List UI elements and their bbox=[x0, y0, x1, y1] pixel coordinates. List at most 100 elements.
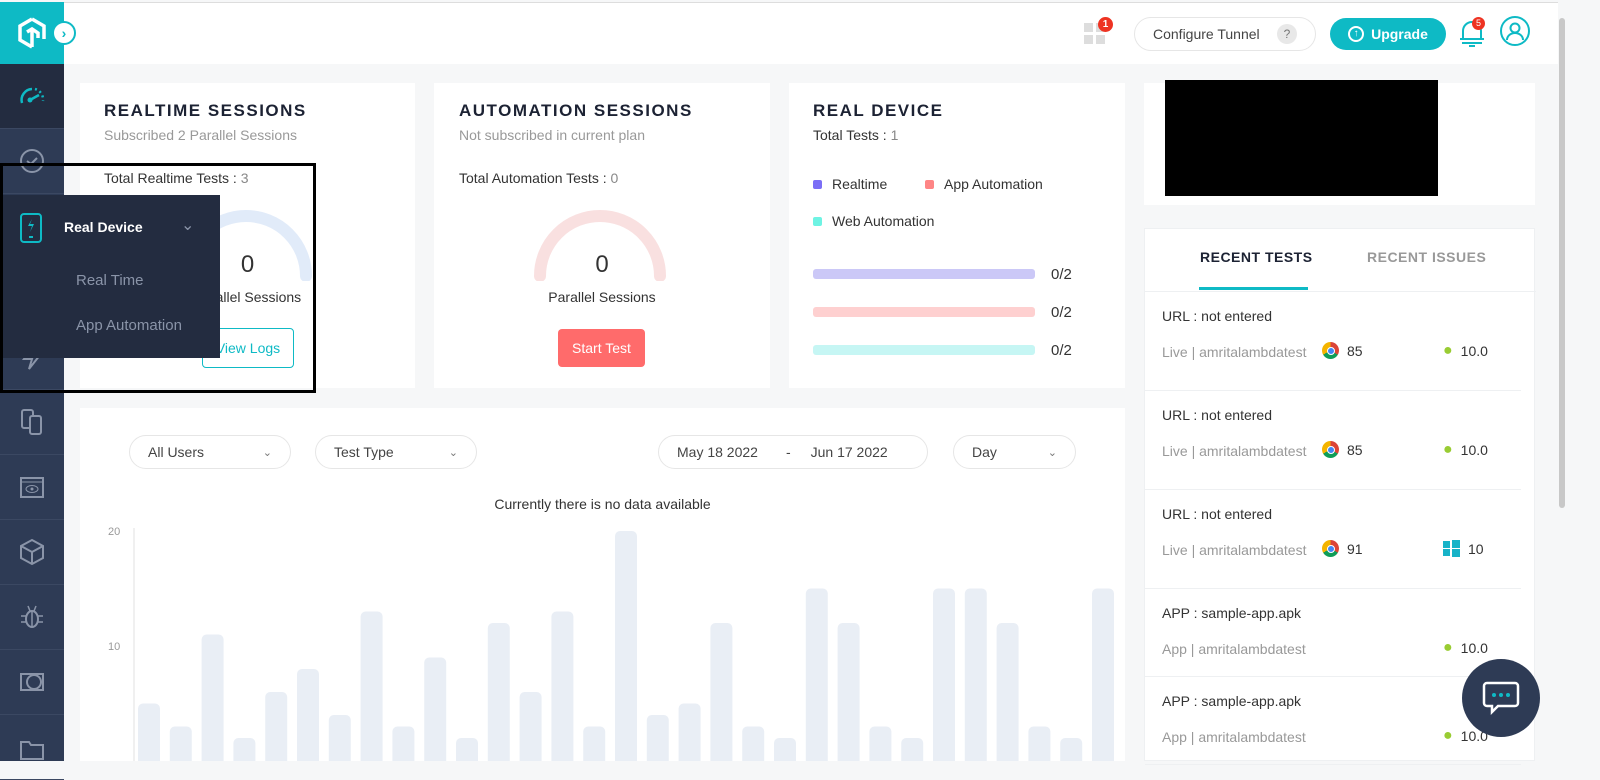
recent-test-item[interactable]: URL : not entered Live | amritalambdates… bbox=[1145, 490, 1521, 589]
chart-bar bbox=[392, 726, 415, 761]
sidebar-item-visual[interactable] bbox=[0, 455, 64, 520]
chart-bar bbox=[774, 738, 796, 761]
recent-test-item[interactable]: APP : sample-app.apk App | amritalambdat… bbox=[1145, 589, 1521, 677]
legend-label: Web Automation bbox=[832, 213, 935, 229]
user-avatar-icon[interactable] bbox=[1500, 16, 1530, 46]
date-from: May 18 2022 bbox=[677, 444, 758, 460]
real-device-flyout-menu: Real Device ⌄ Real Time App Automation bbox=[0, 195, 220, 358]
sidebar-item-devices[interactable] bbox=[0, 390, 64, 455]
legend-swatch bbox=[813, 217, 822, 226]
browser-version: 85 bbox=[1347, 342, 1363, 359]
phone-lightning-icon bbox=[20, 213, 42, 243]
tab-recent-tests[interactable]: RECENT TESTS bbox=[1200, 249, 1313, 265]
chart-bar bbox=[424, 657, 447, 761]
recent-test-item[interactable]: URL : not entered Live | amritalambdates… bbox=[1145, 391, 1521, 490]
sidebar-item-toggle[interactable] bbox=[0, 650, 64, 715]
recent-test-item[interactable]: APP : sample-app.apk App | amritalambdat… bbox=[1145, 677, 1521, 765]
chart-card: All Users ⌄ Test Type ⌄ May 18 2022 - Jun 17… bbox=[80, 408, 1125, 761]
os-version: 10.0 bbox=[1460, 442, 1488, 458]
chart-bar bbox=[1028, 726, 1051, 761]
chevron-down-icon: ⌄ bbox=[262, 446, 272, 459]
browser-version: 91 bbox=[1347, 540, 1363, 557]
gauge-label: Parallel Sessions bbox=[193, 289, 302, 305]
chart-bar bbox=[265, 692, 288, 761]
configure-tunnel-button[interactable]: Configure Tunnel ? bbox=[1134, 17, 1316, 51]
chart-bar bbox=[996, 623, 1019, 761]
bar-chart: 20 10 bbox=[108, 526, 1114, 761]
date-separator: - bbox=[785, 444, 791, 460]
sidebar-item-files[interactable] bbox=[0, 715, 64, 780]
test-type-dropdown[interactable]: Test Type ⌄ bbox=[315, 435, 477, 469]
gauge-value: 0 bbox=[595, 251, 609, 278]
automation-sessions-card: AUTOMATION SESSIONS Not subscribed in cu… bbox=[434, 83, 770, 388]
total-label: Total Tests : bbox=[813, 127, 887, 143]
android-icon: ● bbox=[1443, 441, 1453, 458]
chart-bar bbox=[805, 588, 828, 761]
upgrade-button[interactable]: ↑ Upgrade bbox=[1330, 18, 1446, 50]
sidebar bbox=[0, 64, 64, 780]
folder-icon bbox=[20, 741, 44, 760]
granularity-dropdown[interactable]: Day ⌄ bbox=[953, 435, 1076, 469]
web-automation-usage-bar bbox=[813, 345, 1035, 355]
notification-bell-icon[interactable]: 5 bbox=[1458, 17, 1486, 49]
lambdatest-logo[interactable] bbox=[0, 2, 64, 64]
tab-recent-issues[interactable]: RECENT ISSUES bbox=[1367, 249, 1487, 265]
test-title: URL : not entered bbox=[1162, 407, 1272, 423]
legend-app-automation: App Automation bbox=[925, 176, 1043, 192]
start-test-button[interactable]: Start Test bbox=[558, 329, 645, 367]
card-title: REALTIME SESSIONS bbox=[104, 101, 307, 120]
users-value: All Users bbox=[148, 444, 205, 460]
total-value: 1 bbox=[890, 127, 899, 143]
devices-icon bbox=[21, 409, 42, 435]
sidebar-item-integrations[interactable] bbox=[0, 520, 64, 585]
chevron-down-icon: ⌄ bbox=[448, 446, 458, 459]
chart-bar bbox=[519, 692, 542, 761]
total-label: Total Realtime Tests : bbox=[104, 170, 237, 186]
flyout-header-real-device[interactable]: Real Device ⌄ bbox=[0, 195, 220, 260]
test-meta: Live | amritalambdatest bbox=[1162, 443, 1307, 459]
expand-sidebar-button[interactable]: › bbox=[52, 21, 76, 45]
windows-icon bbox=[1443, 540, 1460, 557]
realtime-usage-value: 0/2 bbox=[1051, 266, 1072, 283]
os-version: 10.0 bbox=[1460, 640, 1488, 656]
date-range-picker[interactable]: May 18 2022 - Jun 17 2022 bbox=[658, 435, 928, 469]
active-tab-indicator bbox=[1199, 287, 1308, 290]
real-device-card: REAL DEVICE Total Tests : 1 Realtime App… bbox=[789, 83, 1125, 388]
test-title: APP : sample-app.apk bbox=[1162, 605, 1302, 621]
flyout-title: Real Device bbox=[64, 219, 143, 235]
recent-test-item[interactable]: URL : not entered Live | amritalambdates… bbox=[1145, 292, 1521, 391]
toggle-icon bbox=[20, 673, 44, 691]
chart-bar bbox=[1092, 588, 1114, 761]
notification-badge: 5 bbox=[1472, 17, 1485, 30]
web-automation-usage-value: 0/2 bbox=[1051, 342, 1072, 359]
sidebar-item-issues[interactable] bbox=[0, 585, 64, 650]
test-title: URL : not entered bbox=[1162, 308, 1272, 324]
chart-bar bbox=[1060, 738, 1083, 761]
users-dropdown[interactable]: All Users ⌄ bbox=[129, 435, 291, 469]
bug-icon bbox=[21, 605, 43, 628]
apps-grid-icon[interactable]: 1 bbox=[1084, 17, 1113, 45]
chrome-icon bbox=[1322, 441, 1339, 458]
scrollbar[interactable] bbox=[1559, 18, 1565, 508]
os-version: 10.0 bbox=[1460, 343, 1488, 359]
total-value: 0 bbox=[610, 170, 619, 186]
sidebar-item-dashboard[interactable] bbox=[0, 64, 64, 129]
test-meta: App | amritalambdatest bbox=[1162, 641, 1306, 657]
realtime-usage-bar bbox=[813, 269, 1035, 279]
chart-bar bbox=[487, 623, 510, 761]
app-automation-usage-bar bbox=[813, 307, 1035, 317]
card-title: AUTOMATION SESSIONS bbox=[459, 101, 693, 120]
android-icon: ● bbox=[1443, 639, 1453, 656]
android-icon: ● bbox=[1443, 342, 1453, 359]
chat-button[interactable] bbox=[1462, 659, 1540, 737]
chevron-down-icon: ⌄ bbox=[181, 217, 195, 234]
promo-card bbox=[1144, 80, 1535, 205]
chart-bar bbox=[615, 531, 637, 761]
sidebar-item-history[interactable] bbox=[0, 129, 64, 194]
total-label: Total Automation Tests : bbox=[459, 170, 607, 186]
flyout-item-app-automation[interactable]: App Automation bbox=[76, 317, 182, 334]
flyout-item-real-time[interactable]: Real Time bbox=[76, 272, 144, 289]
granularity-value: Day bbox=[972, 444, 997, 460]
legend-swatch bbox=[925, 180, 934, 189]
help-icon[interactable]: ? bbox=[1277, 24, 1297, 44]
